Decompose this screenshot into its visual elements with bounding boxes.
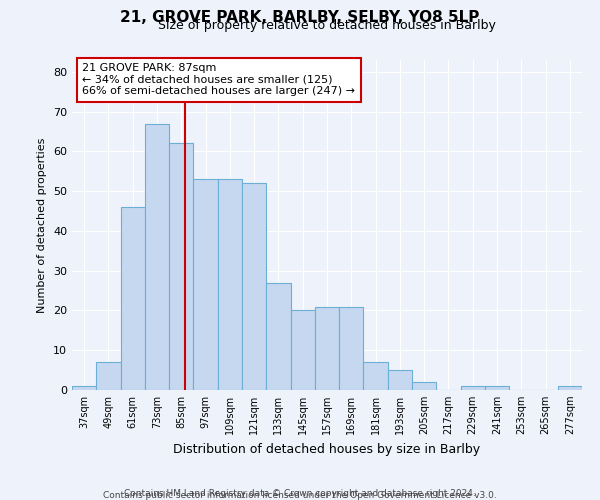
Bar bbox=[388, 370, 412, 390]
Bar bbox=[266, 282, 290, 390]
Bar bbox=[364, 362, 388, 390]
Bar bbox=[315, 306, 339, 390]
Bar bbox=[485, 386, 509, 390]
Text: 21 GROVE PARK: 87sqm
← 34% of detached houses are smaller (125)
66% of semi-deta: 21 GROVE PARK: 87sqm ← 34% of detached h… bbox=[82, 64, 355, 96]
Text: Contains public sector information licensed under the Open Government Licence v3: Contains public sector information licen… bbox=[103, 491, 497, 500]
Bar bbox=[558, 386, 582, 390]
Bar bbox=[121, 207, 145, 390]
Bar bbox=[96, 362, 121, 390]
Bar bbox=[72, 386, 96, 390]
Bar bbox=[461, 386, 485, 390]
Bar bbox=[290, 310, 315, 390]
Bar bbox=[242, 184, 266, 390]
X-axis label: Distribution of detached houses by size in Barlby: Distribution of detached houses by size … bbox=[173, 442, 481, 456]
Text: 21, GROVE PARK, BARLBY, SELBY, YO8 5LP: 21, GROVE PARK, BARLBY, SELBY, YO8 5LP bbox=[121, 10, 479, 25]
Bar bbox=[169, 144, 193, 390]
Bar bbox=[218, 180, 242, 390]
Y-axis label: Number of detached properties: Number of detached properties bbox=[37, 138, 47, 312]
Title: Size of property relative to detached houses in Barlby: Size of property relative to detached ho… bbox=[158, 20, 496, 32]
Bar bbox=[339, 306, 364, 390]
Bar bbox=[412, 382, 436, 390]
Bar bbox=[193, 180, 218, 390]
Text: Contains HM Land Registry data © Crown copyright and database right 2024.: Contains HM Land Registry data © Crown c… bbox=[124, 488, 476, 498]
Bar bbox=[145, 124, 169, 390]
